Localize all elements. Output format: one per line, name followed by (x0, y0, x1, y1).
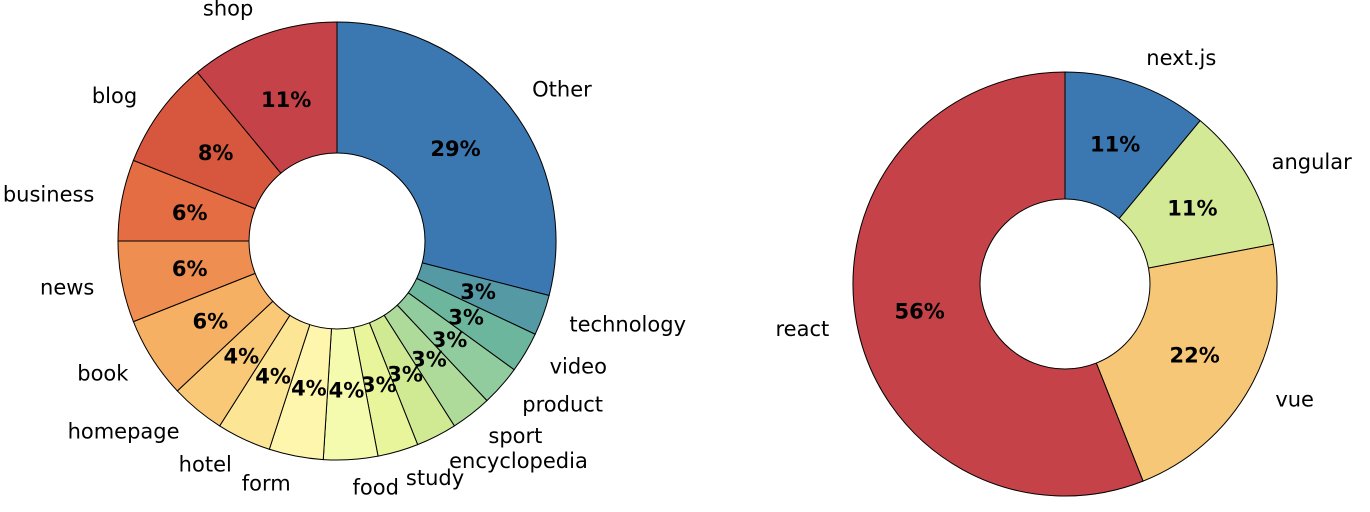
slice-label-form: form (242, 472, 291, 496)
pct-label-video: 3% (448, 305, 484, 329)
slice-label-hotel: hotel (179, 452, 232, 476)
pct-label-form: 4% (291, 376, 327, 400)
slice-label-book: book (77, 361, 129, 385)
pct-label-angular: 11% (1167, 197, 1217, 221)
slice-label-homepage: homepage (68, 419, 180, 443)
pct-label-book: 6% (193, 309, 229, 333)
pct-label-next-js: 11% (1090, 133, 1140, 157)
slice-label-angular: angular (1272, 150, 1353, 174)
website-category-donut-chart: Other 29% technology 3% video 3% product 3% spor… (3, 0, 686, 500)
pct-label-business: 6% (172, 201, 208, 225)
pct-label-study: 3% (361, 373, 397, 397)
slice-label-next-js: next.js (1146, 46, 1216, 70)
pct-label-news: 6% (172, 257, 208, 281)
slice-label-food: food (353, 476, 399, 500)
pct-label-hotel: 4% (255, 365, 291, 389)
pct-label-shop: 11% (261, 88, 311, 112)
pct-label-blog: 8% (198, 141, 234, 165)
slice-label-video: video (550, 355, 607, 379)
pct-label-react: 56% (894, 300, 944, 324)
pct-label-homepage: 4% (224, 345, 260, 369)
slice-label-business: business (3, 183, 95, 207)
pct-label-food: 4% (329, 379, 365, 403)
framework-donut-chart: next.js 11% angular 11% vue 22% react 56% (776, 46, 1353, 497)
donut-hole (248, 152, 426, 330)
pct-label-technology: 3% (460, 280, 496, 304)
pct-label-other: 29% (430, 137, 480, 161)
slice-label-news: news (40, 275, 94, 299)
slice-label-study: study (406, 466, 464, 490)
slice-label-vue: vue (1275, 388, 1314, 412)
slice-label-shop: shop (203, 0, 253, 21)
slice-label-technology: technology (569, 313, 686, 337)
slice-label-blog: blog (92, 84, 137, 108)
slice-label-other: Other (532, 78, 592, 102)
donut-hole (979, 198, 1151, 370)
slice-label-product: product (522, 392, 603, 416)
slice-label-sport: sport (488, 424, 542, 448)
slice-label-encyclopedia: encyclopedia (449, 449, 588, 473)
pct-label-vue: 22% (1170, 343, 1220, 367)
slice-label-react: react (776, 317, 830, 341)
